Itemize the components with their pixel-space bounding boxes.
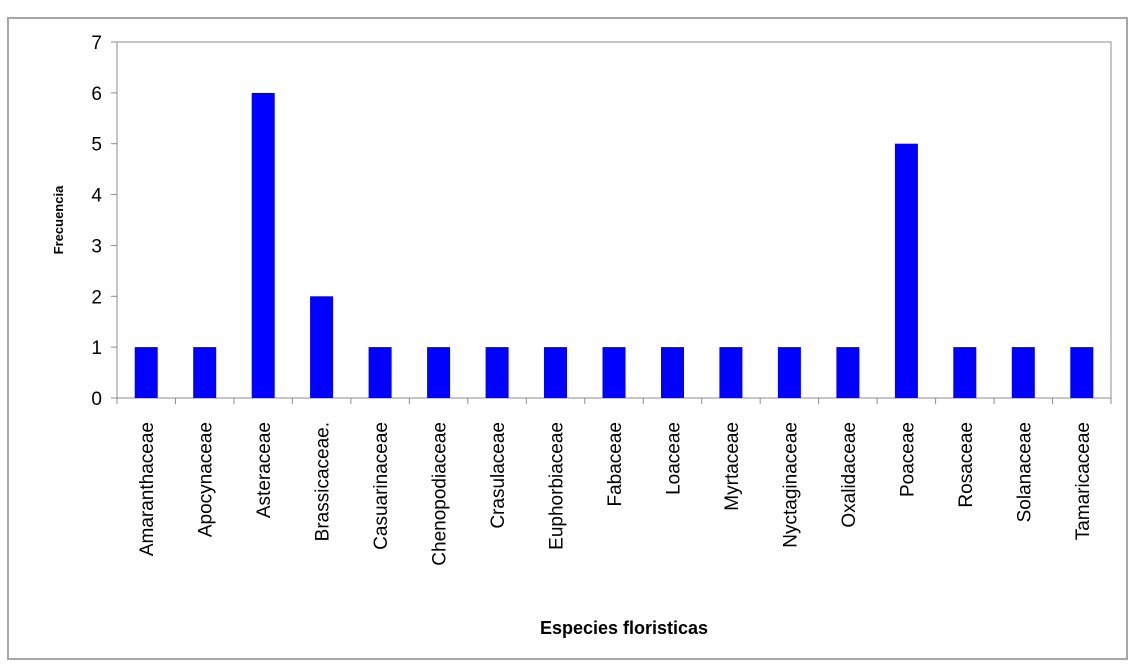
bar-asteraceae: [251, 92, 275, 399]
y-tick-label: 1: [91, 338, 102, 359]
x-category-label: Amaranthaceae: [137, 422, 158, 556]
y-axis-title: Frecuencia: [51, 185, 66, 254]
bars: [134, 92, 1094, 399]
bar-loaceae: [661, 347, 684, 398]
plot-area: [116, 41, 1112, 399]
bar-tamaricaceae: [1070, 347, 1094, 398]
y-tick-label: 4: [91, 186, 102, 207]
bar-amaranthaceae: [134, 347, 158, 398]
x-category-label: Myrtaceae: [722, 422, 743, 511]
bar-crasulaceae: [485, 347, 509, 398]
x-category-label: Tamaricaceae: [1073, 422, 1094, 540]
bar-brassicaceae: [310, 296, 334, 398]
bar-fabaceae: [602, 347, 626, 398]
x-category-label: Crasulaceae: [488, 422, 509, 529]
x-category-label: Chenopodiaceae: [430, 422, 451, 566]
x-axis-labels: Amaranthaceae Apocynaceae Asteraceae Brassi…: [116, 398, 1112, 566]
y-tick-label: 5: [91, 135, 102, 156]
bar-chenopodiaceae: [427, 347, 451, 398]
x-category-label: Fabaceae: [605, 422, 626, 507]
x-category-label: Euphorbiaceae: [547, 422, 568, 550]
y-tick-label: 6: [91, 84, 102, 105]
bar-oxalidaceae: [836, 347, 860, 398]
x-category-label: Asteraceae: [254, 422, 275, 518]
x-category-label: Brassicaceae.: [313, 422, 334, 541]
bar-rosaceae: [953, 347, 977, 398]
x-category-label: Loaceae: [664, 422, 685, 495]
bar-poaceae: [894, 143, 918, 398]
x-category-label: Poaceae: [897, 422, 918, 497]
bar-apocynaceae: [193, 347, 217, 398]
y-axis: 0 1 2 3 4 5 6 7: [91, 33, 118, 410]
bar-casuarinaceae: [368, 347, 392, 398]
x-category-label: Rosaceae: [956, 422, 977, 508]
bar-nyctaginaceae: [777, 347, 801, 398]
bar-myrtaceae: [719, 347, 743, 398]
x-category-label: Casuarinaceae: [371, 422, 392, 550]
y-tick-label: 7: [91, 33, 102, 54]
x-category-label: Solanaceae: [1014, 422, 1035, 522]
x-category-label: Oxalidaceae: [839, 422, 860, 528]
y-tick-label: 0: [91, 389, 102, 410]
x-category-label: Apocynaceae: [196, 422, 217, 537]
bar-euphorbiaceae: [544, 347, 567, 398]
x-axis-title: Especies floristicas: [540, 618, 708, 638]
x-category-label: Nyctaginaceae: [780, 422, 801, 548]
y-tick-label: 3: [91, 236, 102, 257]
y-tick-label: 2: [91, 287, 102, 308]
bar-solanaceae: [1011, 347, 1035, 398]
